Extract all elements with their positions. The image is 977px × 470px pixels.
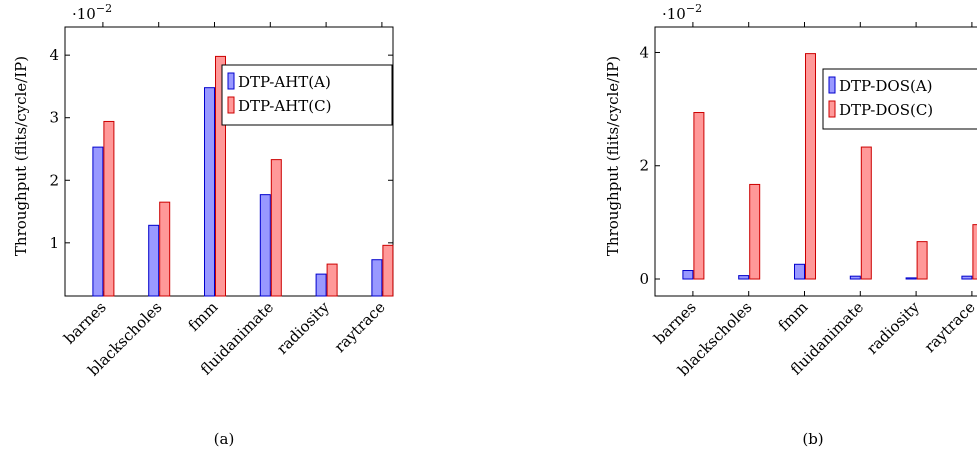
y-tick-label: 0 xyxy=(639,270,649,288)
bar-barnes-1 xyxy=(693,112,705,280)
legend-entry: DTP-DOS(C) xyxy=(839,101,933,119)
bar-raytrace-0 xyxy=(371,259,383,297)
bar-fmm-1 xyxy=(805,53,816,280)
bar-fluidanimate-1 xyxy=(860,146,872,280)
caption: (b) xyxy=(802,430,823,448)
bar-radiosity-0 xyxy=(905,277,917,280)
legend-box xyxy=(822,68,977,130)
x-tick-label: fmm xyxy=(775,298,812,335)
y-tick-label: 2 xyxy=(49,171,59,189)
y-axis-label: Throughput (flits/cycle/IP) xyxy=(604,56,622,256)
y-tick-label: 2 xyxy=(639,157,649,175)
bar-blackscholes-1 xyxy=(159,201,171,297)
bar-radiosity-1 xyxy=(916,241,928,280)
y-scale-factor: ·10−2 xyxy=(72,2,112,23)
x-tick-label: raytrace xyxy=(921,298,977,356)
plot-frame xyxy=(654,26,977,297)
legend-swatch xyxy=(828,100,836,118)
y-axis-label: Throughput (flits/cycle/IP) xyxy=(12,56,30,256)
y-tick-label: 1 xyxy=(49,234,59,252)
legend-entry: DTP-DOS(A) xyxy=(839,77,933,95)
y-tick-label: 3 xyxy=(49,109,59,127)
bar-radiosity-1 xyxy=(326,263,338,297)
x-tick-label: radiosity xyxy=(863,298,923,358)
y-scale-factor: ·10−2 xyxy=(662,2,702,23)
x-tick-label: raytrace xyxy=(331,298,389,356)
bar-blackscholes-0 xyxy=(738,275,750,280)
legend-swatch xyxy=(227,72,235,90)
legend-swatch xyxy=(227,96,235,114)
caption: (a) xyxy=(214,430,235,448)
bar-raytrace-1 xyxy=(972,224,977,280)
x-tick-label: radiosity xyxy=(273,298,333,358)
chart-a: ·10−2 Throughput (flits/cycle/IP) (a) 1 2… xyxy=(12,2,394,448)
bar-barnes-1 xyxy=(103,120,115,297)
y-tick-label: 4 xyxy=(639,43,649,61)
x-tick-label: barnes xyxy=(60,298,109,347)
legend-swatch xyxy=(828,76,836,94)
bar-fluidanimate-1 xyxy=(270,159,282,297)
bar-blackscholes-1 xyxy=(749,183,761,280)
bar-radiosity-0 xyxy=(315,273,327,297)
bar-fluidanimate-0 xyxy=(259,194,271,297)
x-tick-label: barnes xyxy=(650,298,699,347)
x-tick-label: fmm xyxy=(185,298,222,335)
bar-raytrace-0 xyxy=(961,275,973,280)
bar-blackscholes-0 xyxy=(148,224,160,297)
legend-box xyxy=(221,64,393,126)
plot-frame xyxy=(64,26,394,297)
bar-barnes-0 xyxy=(682,270,694,280)
y-tick-label: 4 xyxy=(49,46,59,64)
bar-barnes-0 xyxy=(92,146,104,297)
bar-fmm-0 xyxy=(794,263,805,280)
bar-fmm-1 xyxy=(215,55,226,297)
legend-entry: DTP-AHT(A) xyxy=(238,73,331,91)
bar-fmm-0 xyxy=(204,87,215,297)
legend-entry: DTP-AHT(C) xyxy=(238,97,331,115)
chart-b: ·10−2 Throughput (flits/cycle/IP) (b) 0 2… xyxy=(604,2,977,448)
bar-fluidanimate-0 xyxy=(849,275,861,280)
bar-raytrace-1 xyxy=(382,244,394,297)
